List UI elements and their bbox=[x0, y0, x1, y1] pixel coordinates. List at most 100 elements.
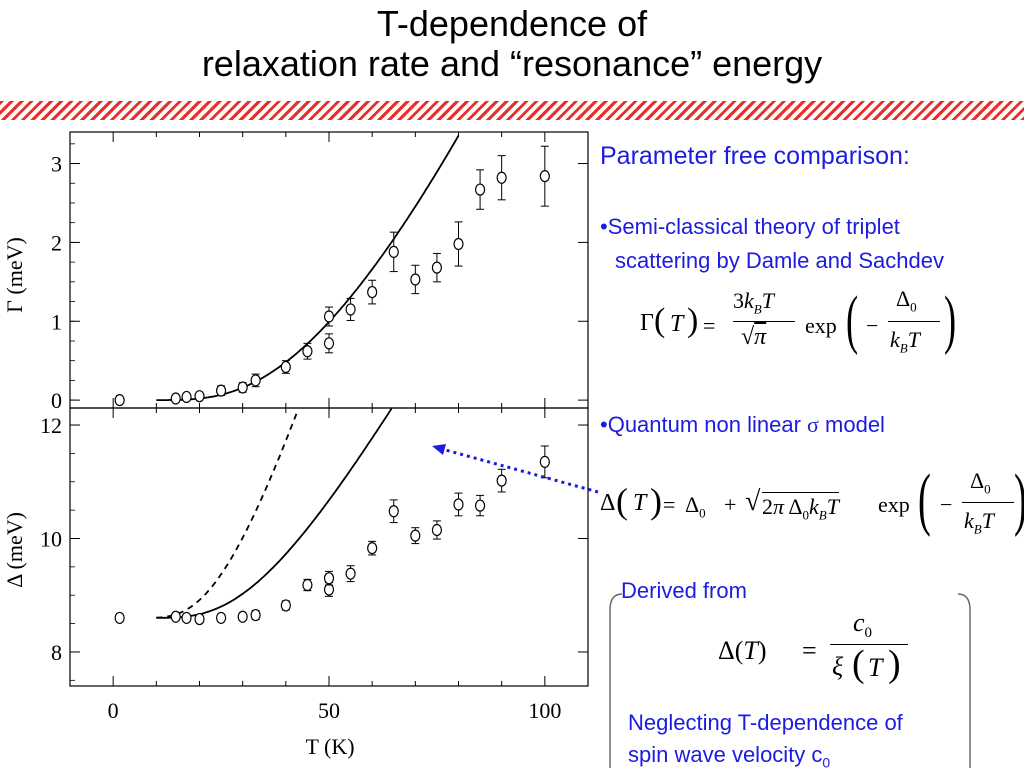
delta-data-point bbox=[367, 540, 378, 556]
derived-from-text: Derived from bbox=[621, 578, 747, 603]
data-marker bbox=[114, 611, 125, 625]
data-marker bbox=[367, 285, 378, 299]
data-marker bbox=[474, 499, 486, 512]
data-marker bbox=[453, 237, 464, 251]
hatched-divider bbox=[0, 101, 1024, 120]
bullet-semiclassical-line2: scattering by Damle and Sachdev bbox=[615, 248, 944, 273]
delta-data-point bbox=[496, 468, 507, 493]
gamma-data-point bbox=[474, 169, 486, 210]
delta-data-point bbox=[181, 611, 192, 625]
x-tick-label: 0 bbox=[108, 698, 119, 723]
delta-data-point bbox=[280, 599, 291, 612]
gamma-data-point bbox=[170, 392, 181, 405]
bullet-sigma-suffix: model bbox=[818, 412, 885, 437]
data-marker bbox=[181, 611, 192, 625]
data-marker bbox=[215, 611, 227, 625]
gamma-data-point bbox=[181, 390, 192, 404]
data-marker bbox=[250, 608, 261, 622]
y-tick-label: 0 bbox=[51, 388, 62, 413]
delta-data-point bbox=[114, 611, 125, 625]
gamma-data-point bbox=[237, 381, 248, 394]
delta-theory-curve bbox=[156, 408, 393, 619]
x-tick-label: 50 bbox=[318, 698, 340, 723]
delta-data-point bbox=[215, 611, 227, 625]
data-marker bbox=[539, 170, 550, 183]
data-marker bbox=[367, 542, 378, 555]
delta-data-point bbox=[170, 610, 181, 623]
data-marker bbox=[302, 345, 313, 358]
heading-text: Parameter free comparison: bbox=[600, 142, 910, 170]
gamma-data-point bbox=[280, 360, 291, 374]
sigma-symbol: σ bbox=[807, 412, 819, 437]
x-axis-label: T (K) bbox=[305, 734, 354, 759]
delta-data-point bbox=[323, 570, 335, 586]
data-marker bbox=[114, 394, 125, 407]
gamma-data-point bbox=[539, 145, 550, 207]
y-tick-label: 3 bbox=[51, 152, 62, 177]
y-axis-label-delta: Δ (meV) bbox=[2, 512, 27, 588]
y-tick-label: 12 bbox=[40, 413, 62, 438]
gamma-data-point bbox=[345, 297, 356, 321]
data-marker bbox=[410, 529, 421, 542]
bullet-sigma-prefix: •Quantum non linear bbox=[600, 412, 808, 437]
delta-data-point bbox=[250, 608, 261, 622]
data-marker bbox=[215, 384, 227, 397]
data-marker bbox=[194, 390, 205, 403]
data-marker bbox=[323, 572, 335, 585]
data-marker bbox=[539, 455, 550, 468]
x-tick-label: 100 bbox=[528, 698, 561, 723]
gamma-data-point bbox=[302, 342, 313, 360]
derived-box-brackets bbox=[609, 593, 971, 768]
delta-data-point bbox=[410, 527, 421, 545]
gamma-data-point bbox=[431, 252, 443, 283]
data-marker bbox=[345, 303, 356, 316]
delta-data-point bbox=[539, 445, 550, 479]
data-marker bbox=[250, 374, 261, 387]
data-marker bbox=[181, 390, 192, 404]
gamma-data-point bbox=[194, 390, 205, 403]
data-marker bbox=[237, 381, 248, 394]
data-marker bbox=[323, 337, 335, 350]
data-marker bbox=[496, 171, 507, 184]
data-marker bbox=[410, 273, 421, 286]
y-tick-label: 1 bbox=[51, 309, 62, 334]
gamma-data-point bbox=[215, 384, 227, 397]
correlation-equation: Δ(T) = c0 ξ ( T ) bbox=[718, 608, 928, 698]
data-marker bbox=[388, 505, 399, 518]
data-marker bbox=[431, 261, 443, 274]
data-marker bbox=[323, 310, 335, 323]
data-marker bbox=[388, 245, 399, 258]
gamma-data-point bbox=[323, 333, 335, 354]
gamma-data-point bbox=[323, 306, 335, 327]
neglecting-subscript: 0 bbox=[822, 754, 831, 770]
data-marker bbox=[170, 610, 181, 623]
delta-data-point bbox=[237, 610, 248, 623]
delta-data-point bbox=[302, 578, 313, 592]
slide-title-line2: relaxation rate and “resonance” energy bbox=[201, 43, 823, 84]
data-marker bbox=[194, 612, 205, 626]
delta-data-point bbox=[431, 520, 443, 540]
data-marker bbox=[345, 567, 356, 580]
data-marker bbox=[474, 183, 486, 196]
data-marker bbox=[453, 498, 464, 511]
delta-data-point bbox=[453, 492, 464, 517]
bullet-semiclassical-line1: •Semi-classical theory of triplet bbox=[600, 214, 900, 239]
y-tick-label: 2 bbox=[51, 230, 62, 255]
gamma-data-point bbox=[250, 373, 261, 388]
gamma-data-point bbox=[410, 264, 421, 295]
y-tick-label: 8 bbox=[51, 640, 62, 665]
gamma-data-point bbox=[388, 231, 399, 273]
gamma-data-point bbox=[496, 155, 507, 201]
data-marker bbox=[170, 392, 181, 405]
data-marker bbox=[280, 599, 291, 612]
data-marker bbox=[431, 523, 443, 537]
gamma-data-point bbox=[367, 279, 378, 305]
delta-data-point bbox=[194, 612, 205, 626]
data-marker bbox=[280, 360, 291, 374]
data-marker bbox=[496, 474, 507, 487]
data-marker bbox=[302, 578, 313, 592]
delta-equation: Δ ( T ) = Δ0 + √ 2π Δ0kBT exp ( − Δ0 kBT… bbox=[600, 458, 1024, 553]
slide-title-line1: T-dependence of bbox=[376, 3, 648, 44]
